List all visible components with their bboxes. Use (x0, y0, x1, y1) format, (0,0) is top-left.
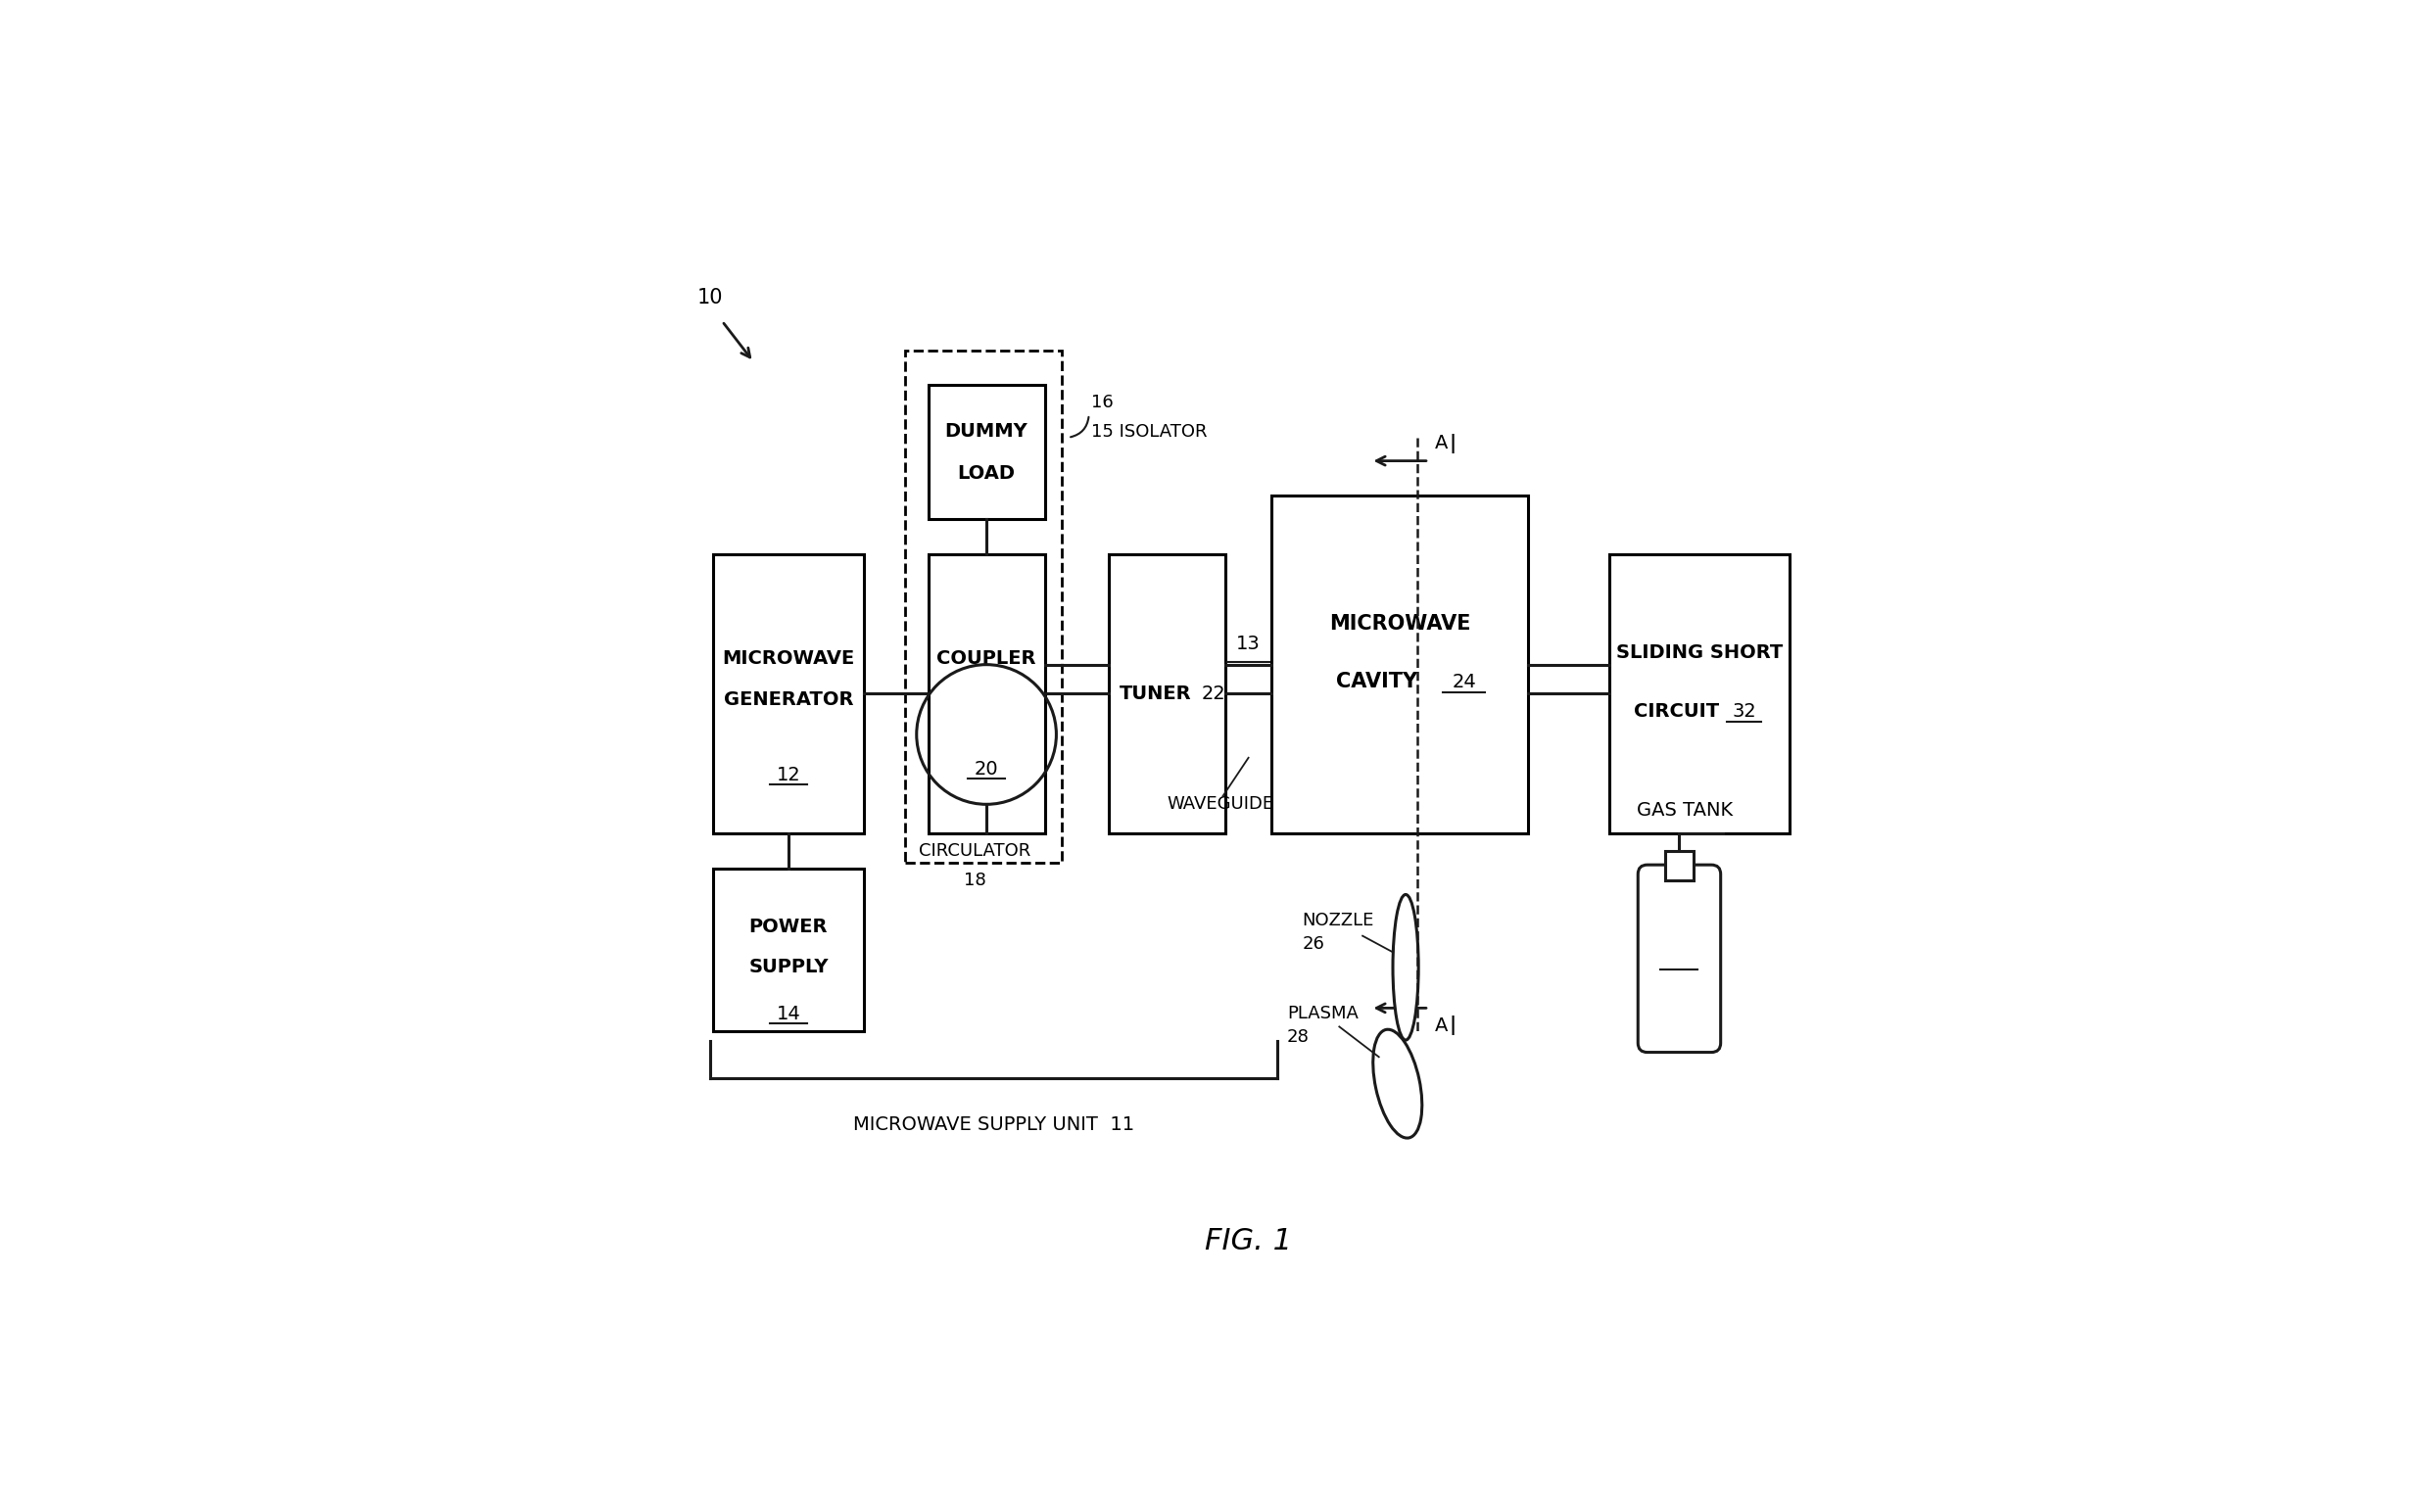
Bar (1610, 553, 1790, 833)
Text: A: A (1435, 434, 1447, 452)
Bar (928, 386, 1045, 519)
Text: 30: 30 (1666, 950, 1691, 968)
Text: GENERATOR: GENERATOR (723, 689, 853, 709)
Text: GAS TANK: GAS TANK (1637, 801, 1732, 820)
Text: 28: 28 (1286, 1028, 1308, 1046)
Bar (928, 553, 1045, 833)
Text: NOZZLE: NOZZLE (1301, 912, 1374, 930)
Ellipse shape (1393, 895, 1418, 1040)
Text: SLIDING SHORT: SLIDING SHORT (1618, 644, 1783, 662)
Text: 32: 32 (1732, 702, 1756, 721)
Bar (714, 553, 865, 833)
Bar (1108, 553, 1225, 833)
Text: SUPPLY: SUPPLY (748, 959, 828, 977)
Text: DUMMY: DUMMY (945, 422, 1028, 440)
Text: 26: 26 (1301, 936, 1325, 953)
Text: FIG. 1: FIG. 1 (1206, 1226, 1291, 1255)
Text: |: | (1449, 434, 1457, 454)
Text: 20: 20 (974, 761, 999, 779)
Bar (904, 351, 1062, 862)
Text: MICROWAVE: MICROWAVE (1330, 614, 1471, 634)
Bar (1664, 851, 1693, 880)
Bar (1272, 496, 1527, 833)
Text: TUNER: TUNER (1118, 685, 1191, 703)
Text: 13: 13 (1237, 635, 1259, 653)
Text: 16: 16 (1091, 393, 1113, 411)
Text: 18: 18 (965, 871, 987, 889)
Text: A: A (1435, 1016, 1447, 1034)
Text: POWER: POWER (748, 918, 828, 936)
Text: 10: 10 (697, 289, 723, 307)
Text: 15 ISOLATOR: 15 ISOLATOR (1091, 423, 1208, 440)
Text: MICROWAVE SUPPLY UNIT  11: MICROWAVE SUPPLY UNIT 11 (853, 1116, 1135, 1134)
Text: WAVEGUIDE: WAVEGUIDE (1167, 795, 1274, 813)
Bar (714, 868, 865, 1031)
Text: PLASMA: PLASMA (1286, 1005, 1359, 1022)
FancyBboxPatch shape (1637, 865, 1720, 1052)
Text: 12: 12 (777, 767, 801, 785)
Text: LOAD: LOAD (957, 464, 1016, 482)
Text: MICROWAVE: MICROWAVE (721, 650, 855, 668)
Text: 14: 14 (777, 1004, 801, 1024)
Text: 24: 24 (1452, 673, 1476, 691)
Ellipse shape (1374, 1030, 1423, 1139)
Text: 22: 22 (1201, 685, 1225, 703)
Text: CAVITY: CAVITY (1335, 673, 1418, 692)
Text: COUPLER: COUPLER (938, 650, 1035, 668)
Text: CIRCUIT: CIRCUIT (1635, 702, 1720, 721)
Text: CIRCULATOR: CIRCULATOR (918, 842, 1030, 860)
Text: |: | (1449, 1016, 1457, 1036)
